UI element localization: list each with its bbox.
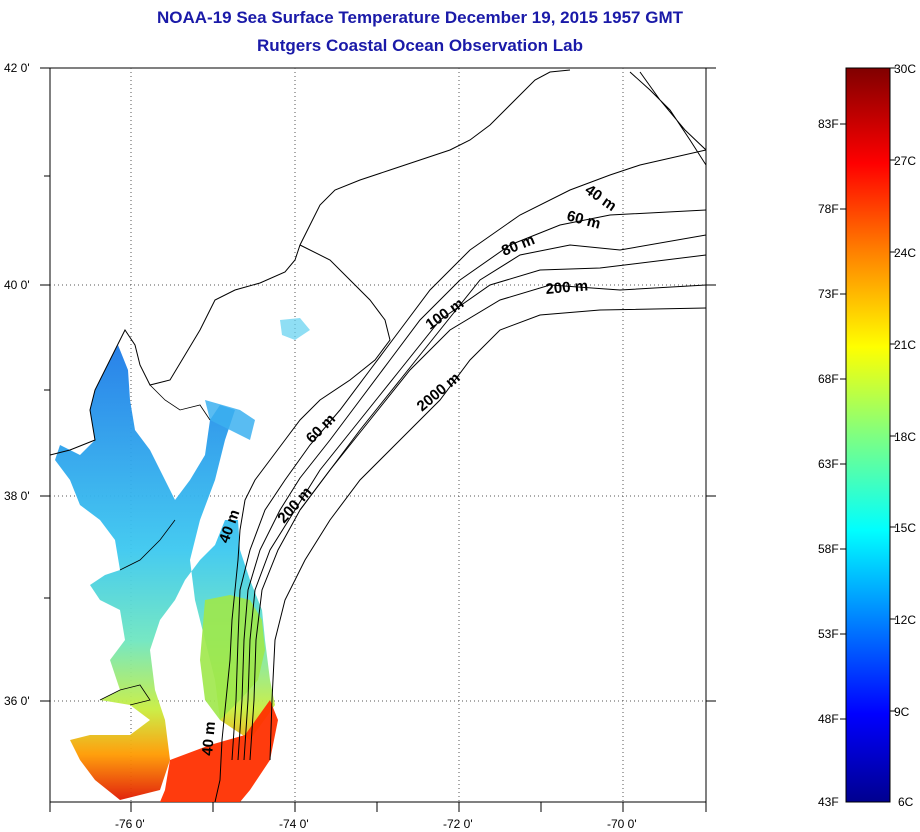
lat-label: 38 0' [4, 489, 30, 503]
colorbar-ticks [840, 67, 896, 720]
contour-2000m [269, 307, 706, 761]
graticule [50, 68, 706, 802]
colorbar-f-label: 68F [818, 372, 839, 386]
contour-canyon-east [629, 71, 706, 166]
lon-label: -76 0' [115, 817, 145, 831]
contour-40m [231, 149, 706, 761]
lat-label: 42 0' [4, 61, 30, 75]
map-subtitle: Rutgers Coastal Ocean Observation Lab [257, 36, 583, 55]
lat-label: 40 0' [4, 278, 30, 292]
colorbar-f-label: 53F [818, 627, 839, 641]
colorbar-c-label: 9C [894, 705, 910, 719]
lon-label: -74 0' [279, 817, 309, 831]
contour-60m [237, 209, 706, 761]
contour-200m [249, 284, 706, 761]
colorbar-c-label: 27C [894, 154, 916, 168]
sst-patchy-offshore [280, 318, 310, 340]
lon-label: -70 0' [607, 817, 637, 831]
colorbar-f-label: 78F [818, 202, 839, 216]
colorbar-f-label: 63F [818, 457, 839, 471]
sst-delaware-bay [205, 400, 255, 440]
contour-100m [243, 254, 706, 761]
colorbar-f-label: 83F [818, 117, 839, 131]
lat-label: 36 0' [4, 694, 30, 708]
colorbar-f-label: 58F [818, 542, 839, 556]
colorbar-f-label: 73F [818, 287, 839, 301]
axis-ticks [40, 67, 716, 812]
sst-coastal-warm-water [160, 700, 278, 802]
coastline [50, 69, 571, 802]
contour-80m [299, 234, 706, 511]
colorbar-c-label: 6C [898, 795, 914, 809]
inner-coastline [99, 384, 211, 706]
contour-label: 40 m [199, 721, 219, 757]
map-title: NOAA-19 Sea Surface Temperature December… [157, 8, 683, 27]
temperature-colorbar: 83F 78F 73F 68F 63F 58F 53F 48F 43F 30C … [818, 62, 916, 809]
colorbar-f-label: 48F [818, 712, 839, 726]
contour-label: 200 m [545, 277, 589, 298]
map-panel: 40 m 60 m 80 m 200 m 100 m 2000 m 60 m 2… [4, 61, 716, 831]
map-frame [49, 67, 707, 803]
colorbar-c-label: 12C [894, 613, 916, 627]
bathymetry-contours [231, 71, 706, 761]
colorbar-c-label: 18C [894, 430, 916, 444]
colorbar-c-label: 30C [894, 62, 916, 76]
colorbar-c-label: 21C [894, 338, 916, 352]
colorbar-f-label: 43F [818, 795, 839, 809]
colorbar-c-label: 24C [894, 246, 916, 260]
colorbar-gradient [845, 67, 891, 803]
lon-label: -72 0' [443, 817, 473, 831]
colorbar-c-label: 15C [894, 521, 916, 535]
